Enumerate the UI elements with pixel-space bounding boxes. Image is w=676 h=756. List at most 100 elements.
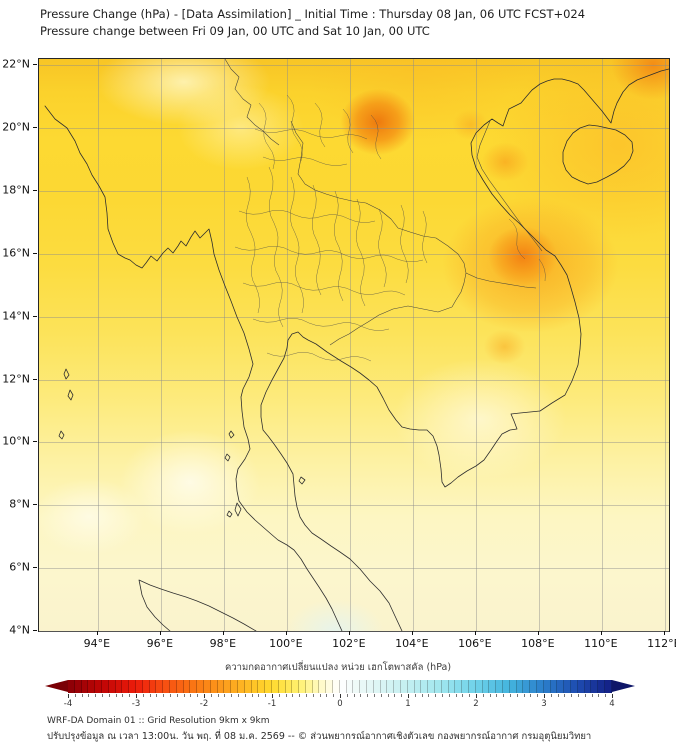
colorbar-gradient (68, 680, 612, 693)
colorbar-tick (496, 694, 498, 697)
colorbar-segment (496, 680, 503, 693)
coastline-myanmar-peninsula-west (44, 105, 343, 631)
colorbar-segment (156, 680, 164, 693)
coastline-hainan-island (562, 124, 634, 185)
y-tick-label: 18°N (2, 183, 30, 197)
colorbar-segment (74, 680, 82, 693)
colorbar-tick (516, 694, 518, 697)
colorbar-segment (278, 680, 286, 693)
colorbar-tick (510, 694, 511, 697)
colorbar-segment (210, 680, 218, 693)
colorbar-segment (142, 680, 150, 693)
colorbar-segment (231, 680, 238, 693)
colorbar-tick (68, 694, 69, 698)
colorbar-tick (74, 694, 76, 697)
colorbar-tick (578, 694, 579, 697)
colorbar-segment (108, 680, 116, 693)
colorbar-left-arrow (45, 680, 68, 692)
colorbar-segment (557, 680, 565, 693)
y-tick-label: 6°N (9, 560, 30, 574)
colorbar-segment (570, 680, 578, 693)
colorbar-tick (394, 694, 396, 697)
colorbar-segment (584, 680, 592, 693)
footer-domain-info: WRF-DA Domain 01 :: Grid Resolution 9km … (47, 716, 270, 726)
colorbar-tick (380, 694, 382, 697)
colorbar-tick (374, 694, 375, 697)
colorbar-tick (408, 694, 409, 698)
y-tick-label: 14°N (2, 309, 30, 323)
y-tick-label: 20°N (2, 120, 30, 134)
colorbar-tick (550, 694, 552, 697)
colorbar-segment (81, 680, 89, 693)
colorbar-tick (584, 694, 586, 697)
colorbar-tick (183, 694, 185, 697)
colorbar-tick (387, 694, 389, 697)
colorbar-segment (455, 680, 463, 693)
colorbar-segment (129, 680, 136, 693)
colorbar-tick (571, 694, 573, 697)
colorbar-tick (217, 694, 219, 697)
colorbar-tick (435, 694, 437, 697)
x-axis-tick (600, 631, 602, 635)
colorbar-segment (95, 680, 102, 693)
x-tick-label: 104°E (395, 637, 429, 650)
x-axis-tick (96, 631, 98, 635)
colorbar-tick (238, 694, 239, 697)
gridline-horizontal (39, 128, 669, 130)
colorbar-segment (224, 680, 232, 693)
colorbar-tick (115, 694, 117, 697)
colorbar-segment (428, 680, 436, 693)
gridline-vertical (664, 59, 666, 631)
colorbar-tick (482, 694, 484, 697)
gridline-horizontal (39, 191, 669, 192)
colorbar-tick (136, 694, 137, 698)
x-tick-label: 106°E (458, 637, 492, 650)
colorbar-tick (414, 694, 416, 697)
border-laos-cambodia (465, 272, 537, 289)
coastline-borders-overlay (44, 59, 669, 631)
colorbar-segment (312, 680, 320, 693)
colorbar-segment (244, 680, 252, 693)
colorbar-tick (319, 694, 321, 697)
border-thailand-cambodia (329, 305, 453, 346)
colorbar-segment (115, 680, 123, 693)
x-tick-label: 112°E (647, 637, 676, 650)
colorbar-tick (231, 694, 233, 697)
colorbar-tick (122, 694, 124, 697)
colorbar-tick (462, 694, 464, 697)
gridline-vertical (349, 59, 351, 631)
colorbar-tick (251, 694, 253, 697)
colorbar-segment (203, 680, 211, 693)
map-plot-area (38, 58, 670, 632)
page-title: Pressure Change (hPa) - [Data Assimilati… (40, 7, 586, 21)
colorbar-segment (380, 680, 388, 693)
colorbar-segment (482, 680, 490, 693)
colorbar-tick (176, 694, 178, 697)
x-tick-label: 96°E (146, 637, 174, 650)
colorbar-tick (401, 694, 403, 697)
colorbar-segment (183, 680, 191, 693)
colorbar-tick (170, 694, 171, 697)
gridline-horizontal (39, 253, 669, 255)
colorbar-segment (197, 680, 204, 693)
colorbar-tick (292, 694, 294, 697)
gridline-vertical (223, 59, 225, 631)
colorbar-segment (176, 680, 184, 693)
y-axis-tick (33, 64, 37, 66)
colorbar-tick (421, 694, 423, 697)
gridline-horizontal (39, 442, 669, 444)
colorbar-tick-label: -2 (199, 699, 209, 709)
colorbar-segment (441, 680, 449, 693)
colorbar-tick (503, 694, 505, 697)
colorbar-segment (353, 680, 361, 693)
colorbar-segment (598, 680, 605, 693)
coastline-sumatra (138, 579, 257, 631)
colorbar-tick (442, 694, 443, 697)
colorbar-tick (612, 694, 613, 698)
colorbar-segment (530, 680, 537, 693)
colorbar-tick (340, 694, 341, 698)
y-tick-label: 12°N (2, 372, 30, 386)
colorbar-segment (387, 680, 395, 693)
colorbar-tick-label: -4 (63, 699, 73, 709)
colorbar-segment (550, 680, 558, 693)
